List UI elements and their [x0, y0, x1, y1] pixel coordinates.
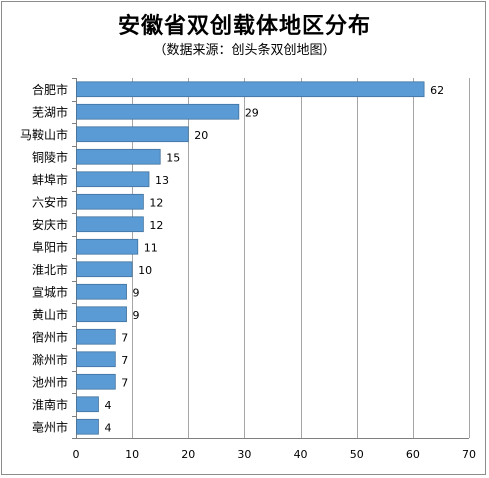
data-label: 12 [149, 219, 163, 232]
x-tick-label: 50 [350, 448, 364, 461]
bar [76, 283, 127, 300]
data-label: 9 [133, 309, 140, 322]
bar [76, 103, 240, 120]
data-label: 62 [430, 84, 444, 97]
data-label: 4 [104, 399, 111, 412]
category-label: 阜阳市 [32, 239, 68, 254]
x-tick-label: 10 [125, 448, 139, 461]
category-label: 安庆市 [32, 217, 68, 232]
x-tick-label: 40 [294, 448, 308, 461]
x-tick-label: 70 [462, 448, 476, 461]
data-label: 7 [121, 354, 128, 367]
category-label: 黄山市 [32, 307, 68, 322]
data-label: 20 [194, 129, 208, 142]
bar [76, 148, 161, 165]
category-label: 马鞍山市 [20, 127, 68, 142]
data-label: 11 [144, 241, 158, 254]
category-label: 淮南市 [32, 397, 68, 412]
category-label: 宿州市 [32, 329, 68, 344]
data-label: 15 [166, 151, 180, 164]
data-label: 4 [104, 421, 111, 434]
chart-title: 安徽省双创载体地区分布 [117, 13, 371, 39]
bars [76, 81, 425, 435]
category-label: 铜陵市 [32, 149, 68, 164]
x-tick-label: 60 [406, 448, 420, 461]
category-label: 芜湖市 [32, 104, 68, 119]
data-label: 9 [133, 286, 140, 299]
category-label: 池州市 [32, 374, 68, 389]
chart-subtitle: （数据来源：创头条双创地图） [153, 43, 336, 58]
bar [76, 418, 99, 435]
category-label: 亳州市 [32, 419, 68, 434]
bar [76, 373, 116, 390]
category-label: 蚌埠市 [32, 172, 68, 187]
bar [76, 306, 127, 323]
bar [76, 126, 189, 143]
data-label: 29 [245, 106, 259, 119]
category-label: 合肥市 [32, 82, 68, 97]
category-label: 宣城市 [32, 284, 68, 299]
category-labels: 合肥市芜湖市马鞍山市铜陵市蚌埠市六安市安庆市阜阳市淮北市宣城市黄山市宿州市滁州市… [20, 82, 68, 435]
category-label: 六安市 [32, 194, 68, 209]
bar [76, 328, 116, 345]
data-label: 13 [155, 174, 169, 187]
bar [76, 261, 133, 278]
bar [76, 171, 150, 188]
data-label: 10 [138, 264, 152, 277]
bar [76, 238, 139, 255]
x-tick-label: 30 [237, 448, 251, 461]
x-tick-labels: 0 10 20 30 40 50 60 70 [73, 448, 477, 461]
category-label: 滁州市 [32, 352, 68, 367]
bar [76, 396, 99, 413]
x-tick-label: 20 [181, 448, 195, 461]
category-label: 淮北市 [32, 262, 68, 277]
data-label: 7 [121, 376, 128, 389]
data-label: 12 [149, 196, 163, 209]
bar [76, 216, 144, 233]
data-label: 7 [121, 331, 128, 344]
bar [76, 351, 116, 368]
x-tick-label: 0 [73, 448, 80, 461]
bar [76, 193, 144, 210]
bar [76, 81, 425, 98]
